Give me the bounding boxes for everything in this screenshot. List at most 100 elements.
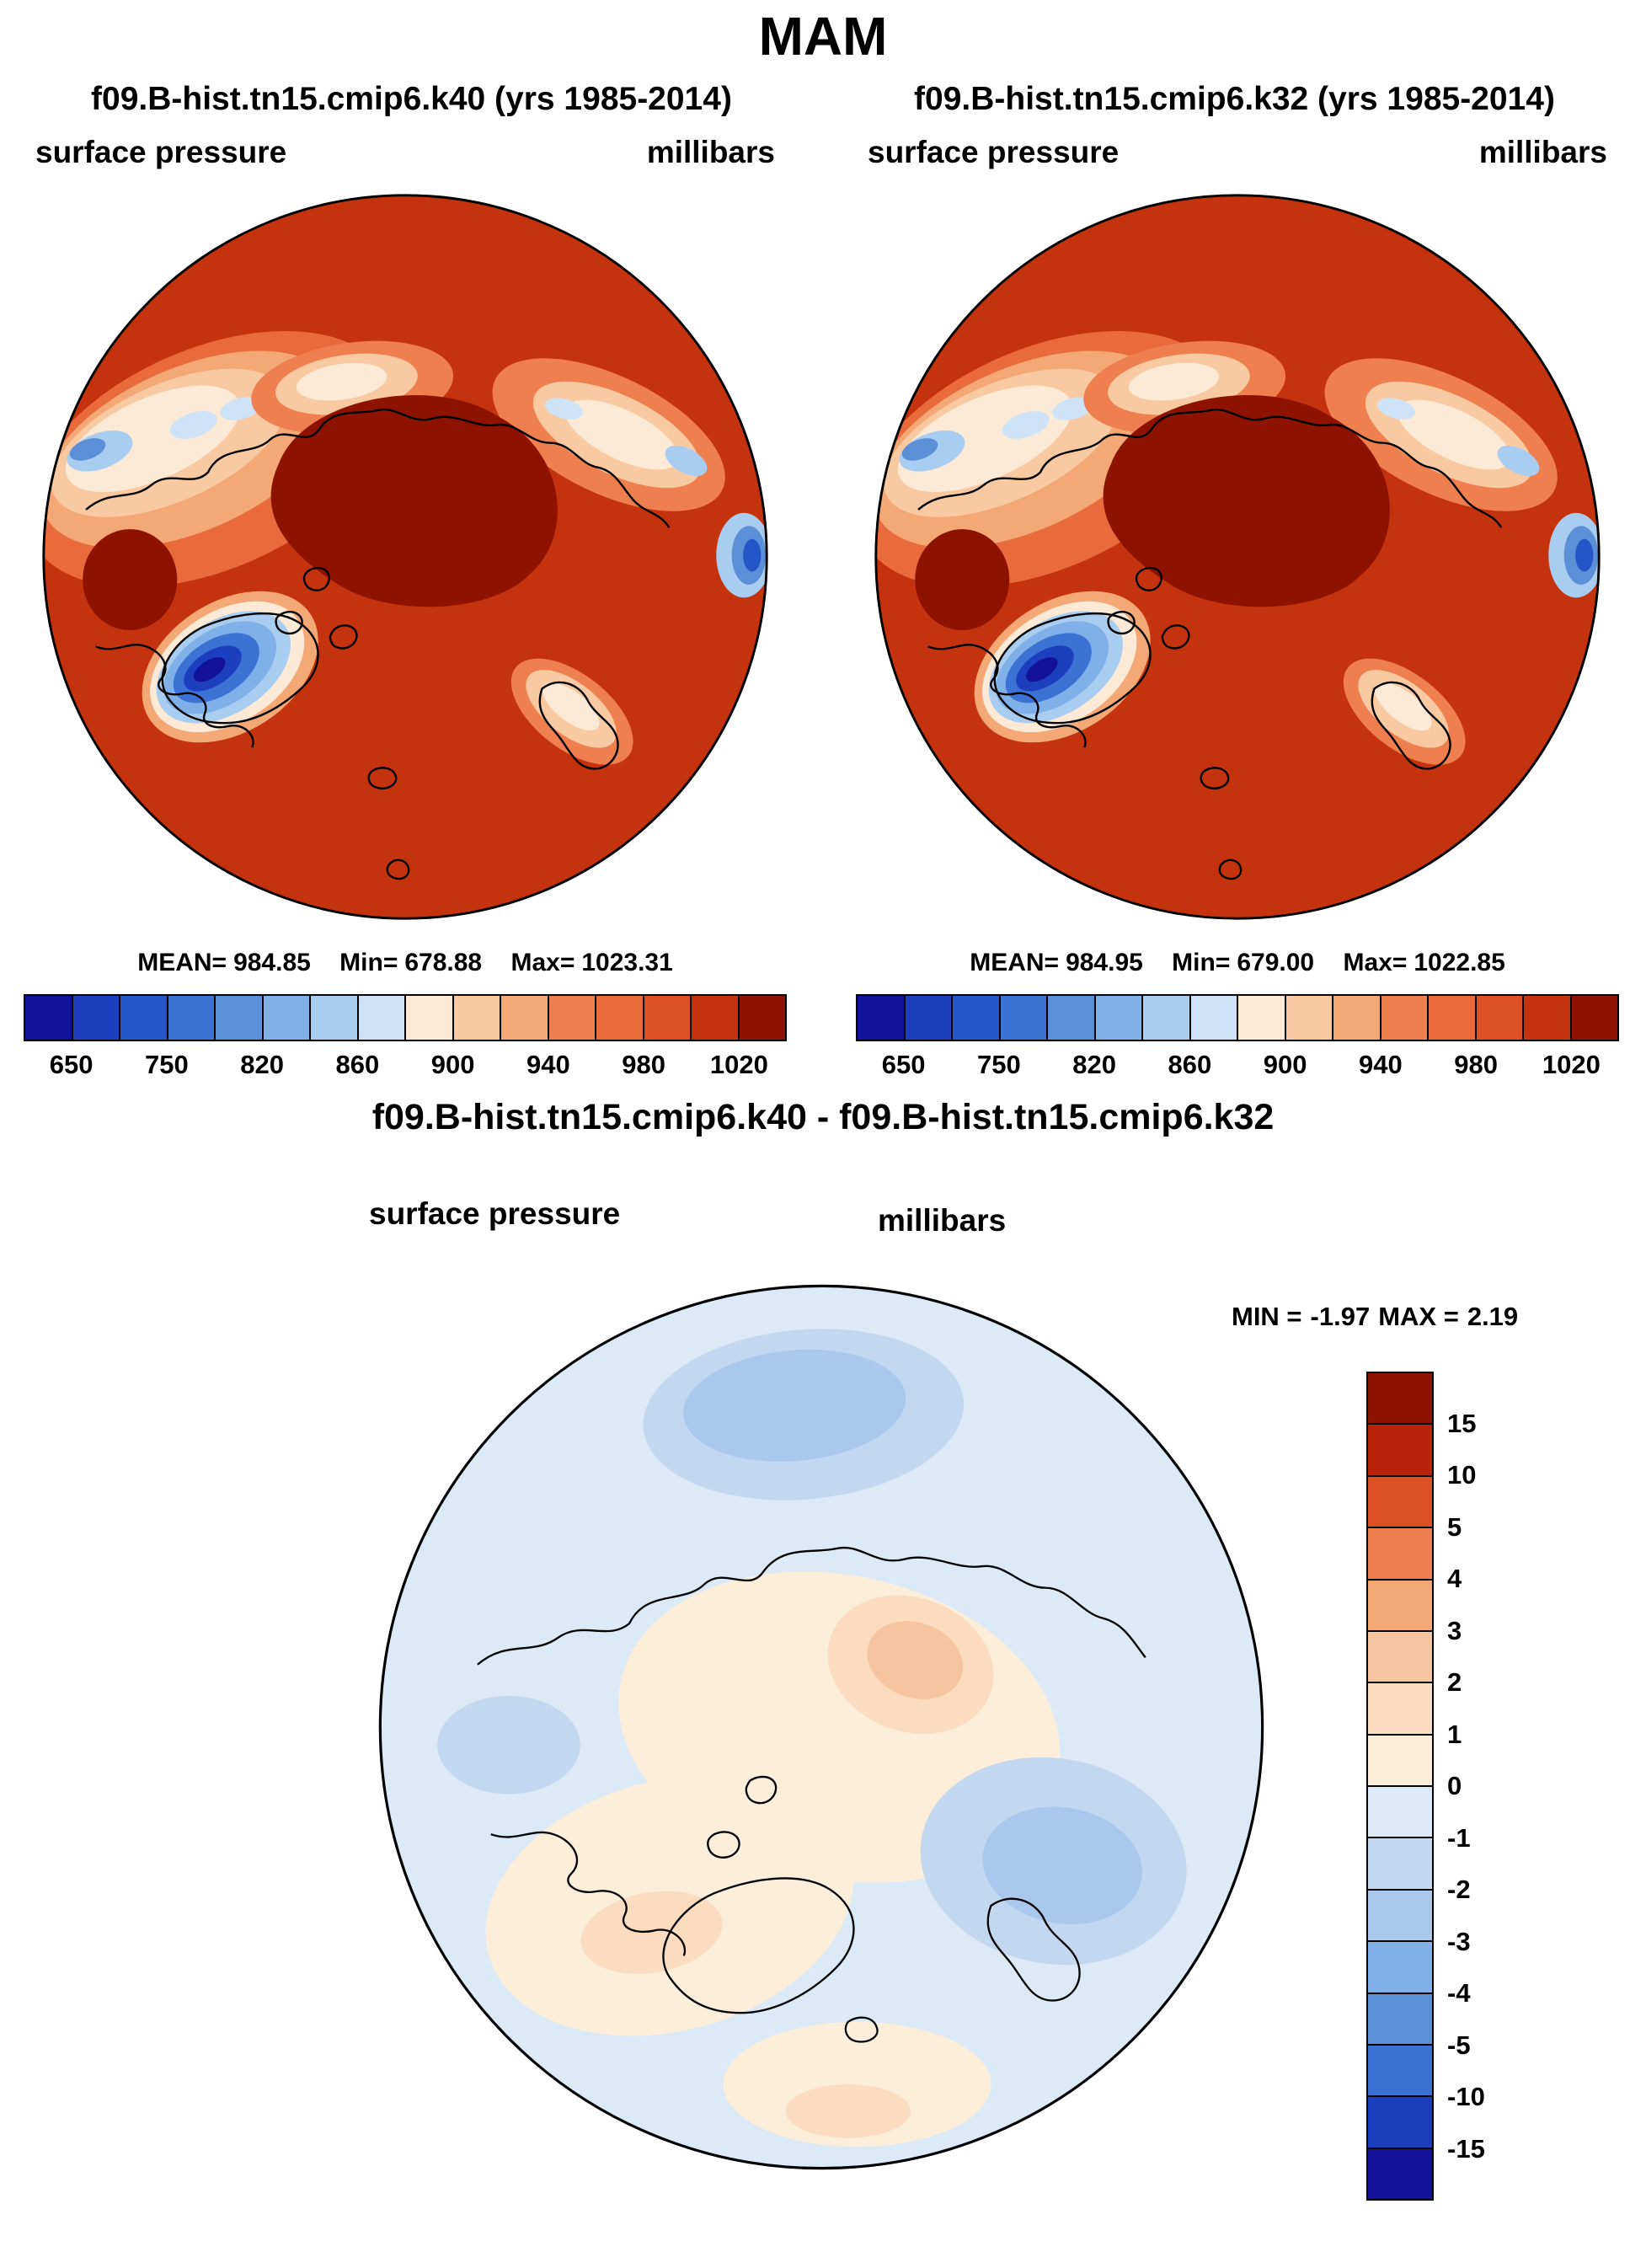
max-label: Max= [510,949,575,976]
pressure-map-k32 [871,190,1604,923]
colorbar-tick: 860 [1168,1050,1212,1079]
colorbar-tick: -15 [1447,2133,1485,2164]
colorbar-tick: 1 [1447,1719,1462,1749]
colorbar-segment [1427,996,1475,1040]
difference-minmax: MIN = -1.97 MAX = 2.19 [1232,1302,1526,1332]
colorbar-segment [690,996,738,1040]
colorbar-tick: 1020 [709,1050,768,1079]
mean-value: 984.95 [1066,949,1143,976]
colorbar-tick: 750 [977,1050,1021,1079]
panel-k40: surface pressure millibars MEAN= 984.85 M… [24,128,787,1085]
colorbar-segment [1569,996,1617,1040]
colorbar-segment [214,996,262,1040]
mean-value: 984.85 [233,949,311,976]
colorbar-tick: 900 [1263,1050,1307,1079]
colorbar-segment [1474,996,1522,1040]
colorbar-segment [404,996,452,1040]
min-value: 679.00 [1237,949,1315,976]
colorbar-segment [1368,2147,1432,2199]
colorbar-segment [1368,1373,1432,1424]
colorbar-segment [1284,996,1332,1040]
colorbar-segment [261,996,309,1040]
colorbar-segment [858,996,904,1040]
field-label: surface pressure [868,135,1120,169]
diff-min-label: MIN = [1232,1302,1302,1331]
max-value: 1023.31 [581,949,673,976]
diff-min-value: -1.97 [1310,1302,1371,1331]
left-panel-title: f09.B-hist.tn15.cmip6.k40 (yrs 1985-2014… [91,81,732,117]
colorbar-segment [642,996,690,1040]
colorbar-tick: 650 [881,1050,926,1079]
colorbar-tick: 900 [430,1050,475,1079]
colorbar-segment [1237,996,1285,1040]
colorbar-tick: 980 [1454,1050,1498,1079]
colorbar-segment [166,996,214,1040]
colorbar-tick: -2 [1447,1875,1471,1904]
colorbar-tick: 2 [1447,1667,1462,1697]
colorbar-segment [1368,1992,1432,2044]
colorbar-segment [1522,996,1570,1040]
pressure-map-k40 [39,190,772,923]
colorbar-tick: 980 [622,1050,665,1079]
colorbar-tick: 820 [1072,1050,1116,1079]
colorbar-tick: 860 [335,1050,380,1079]
panel-k32: surface pressure millibars MEAN= 984.95 M… [856,128,1619,1085]
colorbar-segment [452,996,500,1040]
min-label: Min= [339,949,398,976]
difference-field-label: surface pressure [369,1196,621,1231]
colorbar-segment [1368,1423,1432,1475]
stats-k32: MEAN= 984.95 Min= 679.00 Max= 1022.85 [856,949,1619,977]
stats-k40: MEAN= 984.85 Min= 678.88 Max= 1023.31 [24,949,787,977]
colorbar-segment [903,996,951,1040]
colorbar-tick: 5 [1447,1511,1462,1542]
colorbar-tick: 3 [1447,1615,1462,1645]
panel-k32-labels: surface pressure millibars [856,128,1619,170]
difference-title: f09.B-hist.tn15.cmip6.k40 - f09.B-hist.t… [371,1097,1275,1137]
colorbar-segment [1368,2043,1432,2096]
pressure-colorbar-k40 [24,994,787,1041]
colorbar-tick: 940 [526,1050,570,1079]
min-label: Min= [1172,949,1231,976]
colorbar-segment [1368,1888,1432,1941]
panel-k40-labels: surface pressure millibars [24,128,787,170]
difference-map [375,1281,1268,2174]
colorbar-segment [309,996,357,1040]
colorbar-segment [1368,1578,1432,1630]
diff-max-label: MAX = [1378,1302,1459,1331]
colorbar-segment [1093,996,1141,1040]
difference-units-label: millibars [878,1203,1007,1238]
difference-colorbar-labels: 15 10 5 4 3 2 1 0 -1 -2 -3 -4 -5 -10 -15 [1447,1372,1540,2201]
colorbar-segment [1368,1682,1432,1734]
pressure-colorbar-ticks-k32: 650 750 820 860 900 940 980 1020 [856,1050,1619,1085]
colorbar-segment [500,996,548,1040]
colorbar-segment [951,996,999,1040]
diff-max-value: 2.19 [1467,1302,1519,1331]
colorbar-segment [1368,1474,1432,1527]
colorbar-tick: -4 [1447,1978,1471,2008]
colorbar-segment [1368,1940,1432,1993]
colorbar-tick: 750 [145,1050,189,1079]
min-value: 678.88 [404,949,483,976]
colorbar-tick: -5 [1447,2030,1471,2060]
pressure-colorbar-k32 [856,994,1619,1041]
colorbar-segment [1368,1733,1432,1785]
colorbar-segment [1368,1785,1432,1837]
colorbar-tick: 15 [1447,1408,1477,1438]
colorbar-segment [1368,1837,1432,1889]
right-panel-title: f09.B-hist.tn15.cmip6.k32 (yrs 1985-2014… [914,81,1555,117]
colorbar-tick: 940 [1359,1050,1403,1079]
colorbar-segment [1332,996,1380,1040]
field-label: surface pressure [35,135,287,169]
colorbar-tick: 4 [1447,1564,1462,1593]
pressure-colorbar-ticks-k40: 650 750 820 860 900 940 980 1020 [24,1050,787,1085]
colorbar-segment [737,996,785,1040]
colorbar-tick: -1 [1447,1822,1471,1853]
colorbar-tick: 1020 [1542,1050,1601,1079]
colorbar-tick: 0 [1447,1771,1462,1800]
colorbar-segment [1368,1629,1432,1682]
colorbar-segment [25,996,72,1040]
max-label: Max= [1343,949,1408,976]
colorbar-tick: 10 [1447,1460,1477,1490]
colorbar-segment [119,996,167,1040]
